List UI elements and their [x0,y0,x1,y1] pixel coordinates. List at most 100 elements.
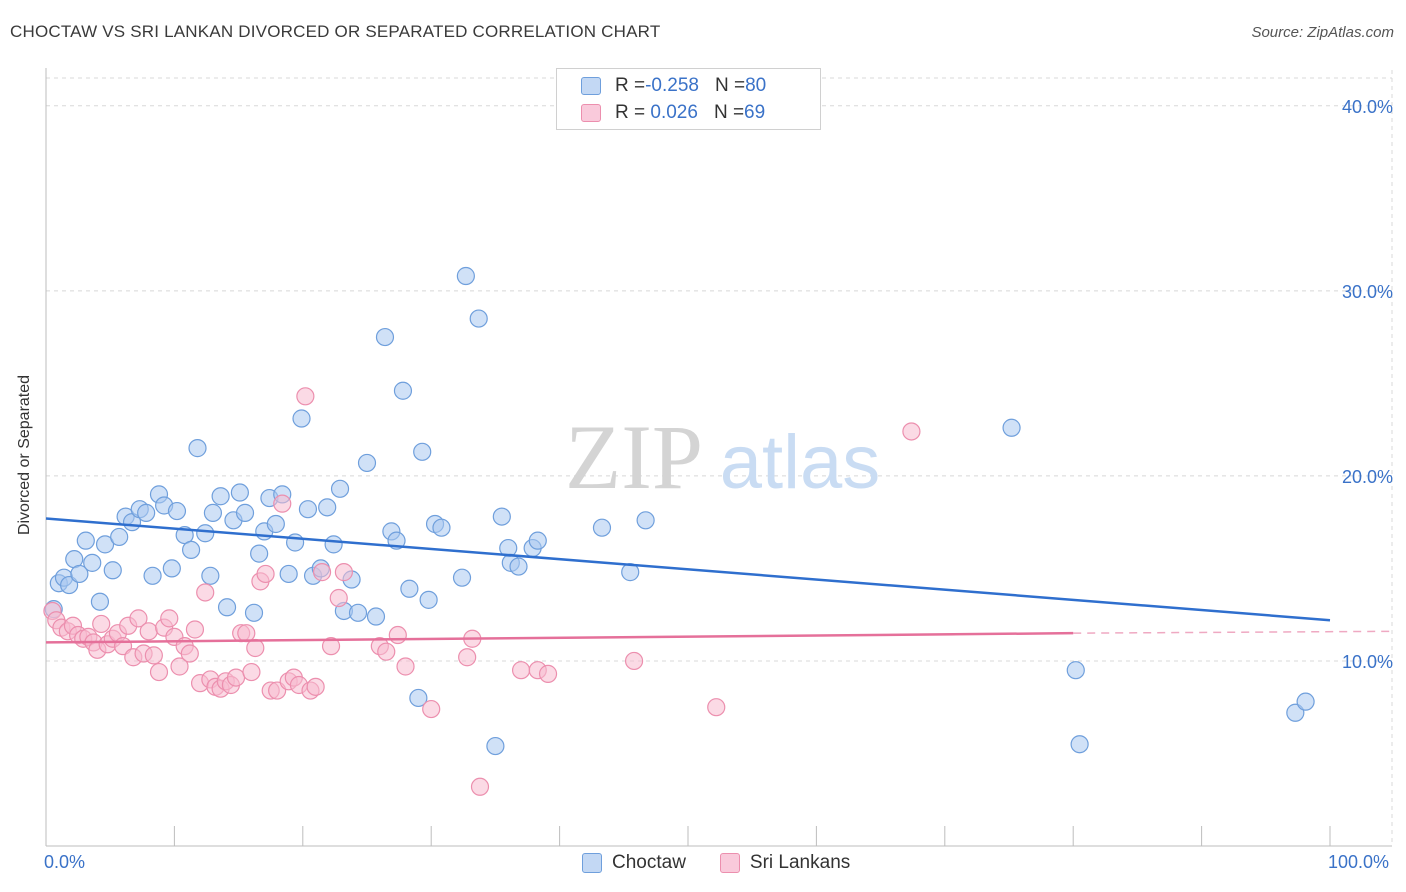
choctaw-n-label: N = [714,75,746,96]
srilankan-n-label: N = [713,102,745,123]
choctaw-point [244,603,264,622]
choctaw-point [167,501,187,521]
choctaw-point [162,559,181,578]
srilankan-point [470,777,490,796]
legend-item-choctaw: Choctaw [582,852,686,874]
choctaw-point [1286,703,1305,722]
srilankan-point [196,583,215,602]
choctaw-point [196,524,215,543]
chart-title: CHOCTAW VS SRI LANKAN DIVORCED OR SEPARA… [10,22,661,41]
srilankan-trendline [45,631,1074,644]
choctaw-r-label: R = [615,75,646,96]
choctaw-point [143,566,162,585]
choctaw-point [60,575,79,595]
srilankan-point [624,651,644,671]
srilankan-point [170,657,189,676]
srilankan-point [144,646,163,665]
choctaw-point [366,607,386,626]
srilankan-point [388,625,407,645]
srilankan-point [92,614,111,634]
choctaw-point [409,688,428,708]
choctaw-point [469,309,488,328]
srilankan-point [377,642,396,661]
choctaw-point [1070,735,1089,754]
choctaw-point [1002,418,1021,437]
srilankan-point [180,644,199,663]
srilankan-trendline-extension [1073,630,1391,634]
srilankan-point [707,698,726,717]
srilankan-point [226,668,246,687]
y-tick-label: 20.0% [1342,467,1393,487]
choctaw-point [137,503,156,522]
choctaw-point [393,381,413,400]
choctaw-point [1296,692,1315,711]
srilankan-point [242,662,261,682]
choctaw-point [103,561,122,580]
watermark-zip: ZIP [565,406,703,508]
trend-layer [45,517,1391,644]
srilankan-point [511,661,531,680]
choctaw-point [413,442,432,461]
choctaw-point [452,568,472,587]
stats-legend: R = -0.258 N = 80 R = 0.026 N = 69 [556,68,821,130]
choctaw-point [83,553,102,572]
y-tick-label: 40.0% [1342,97,1393,117]
legend-label-choctaw: Choctaw [612,852,686,873]
choctaw-point [188,439,207,458]
legend-swatch-srilankan [719,853,740,873]
series-legend: Choctaw Sri Lankans [582,852,884,874]
choctaw-point [509,557,528,576]
axis-layer [45,68,1392,847]
choctaw-trendline [45,517,1331,622]
choctaw-swatch [581,77,601,95]
choctaw-n-value: 80 [745,75,767,96]
srilankan-point [321,637,341,656]
choctaw-point [330,479,350,498]
x-tick-label-min: 0.0% [44,852,86,872]
x-tick-label-max: 100.0% [1328,852,1390,872]
choctaw-point [292,409,311,428]
srilankan-point [237,624,256,643]
choctaw-point [419,590,438,609]
srilankan-point [329,588,348,608]
srilankan-n-value: 69 [744,102,766,123]
choctaw-point [456,266,475,286]
choctaw-point [110,527,129,547]
choctaw-point [432,518,451,537]
srilankan-point [129,609,148,628]
choctaw-point [211,487,230,506]
y-tick-label: 30.0% [1342,282,1393,302]
srilankan-point [160,609,179,628]
legend-item-srilankan: Sri Lankans [719,852,850,874]
choctaw-point [279,564,298,584]
srilankan-point [312,563,332,582]
source-label: Source: ZipAtlas.com [1251,24,1394,41]
srilankan-point [334,563,353,582]
srilankan-point [246,638,265,658]
legend-swatch-choctaw [582,853,602,873]
choctaw-point [400,579,419,598]
srilankan-point [538,664,558,683]
choctaw-point [95,535,115,554]
srilankan-point [273,494,292,513]
choctaw-point [266,514,285,534]
choctaw-point [636,511,655,530]
srilankan-point [396,657,415,676]
choctaw-point [318,498,337,517]
srilankan-point [306,677,325,696]
srilankan-point [458,648,477,667]
srilankan-point [296,387,315,406]
legend-row-srilankan: R = 0.026 N = 69 [581,100,765,126]
srilankan-point [422,699,441,719]
y-axis-label: Divorced or Separated [16,374,33,536]
points-layer [43,266,1315,796]
choctaw-point [357,453,377,473]
watermark-atlas: atlas [720,420,881,505]
choctaw-point [348,603,368,622]
choctaw-point [230,483,249,502]
watermark: ZIP atlas [565,406,880,508]
choctaw-point [217,598,237,617]
srilankan-swatch [581,104,601,122]
legend-row-choctaw: R = -0.258 N = 80 [581,73,766,99]
